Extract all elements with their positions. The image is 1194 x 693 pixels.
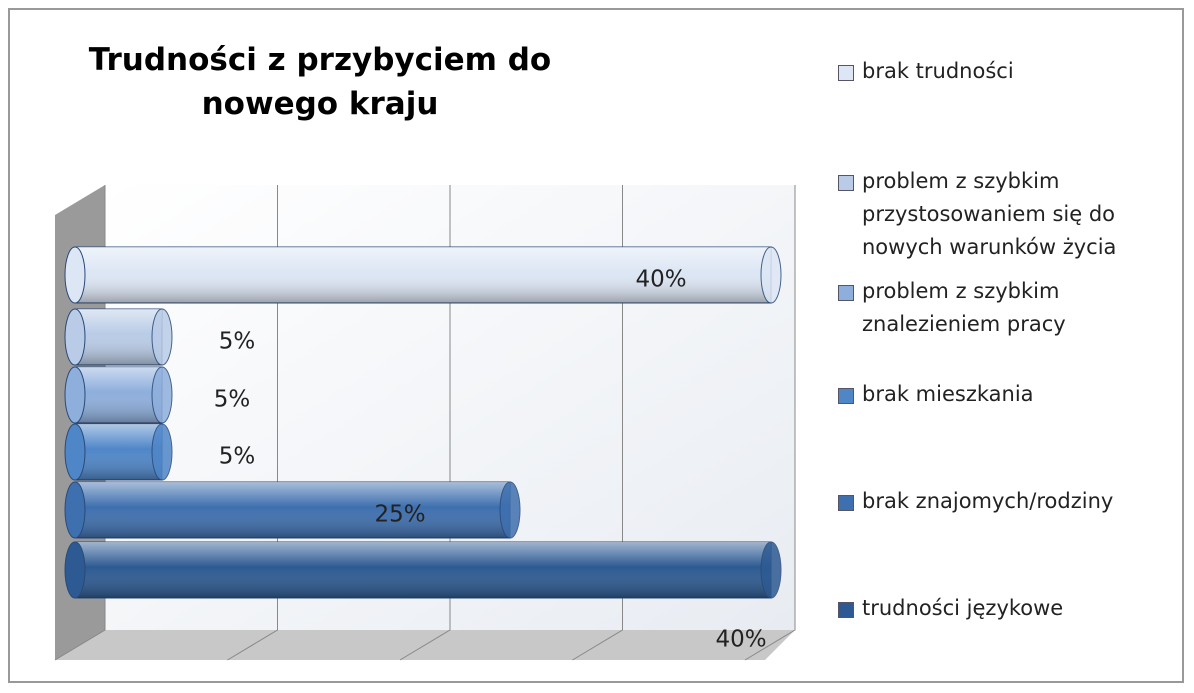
bar [64, 481, 521, 539]
bar-shine [75, 367, 162, 423]
legend-item: brak znajomych/rodziny [838, 485, 1192, 518]
value-label: 25% [374, 502, 425, 528]
bar-left-cap [64, 246, 86, 304]
bar [64, 366, 173, 424]
legend-swatch [838, 175, 854, 191]
value-label: 40% [635, 267, 686, 293]
bar-shine [75, 482, 510, 538]
bar-shine [75, 542, 771, 598]
value-label: 40% [715, 627, 766, 653]
bar-end-cap [760, 246, 782, 304]
bar [64, 423, 173, 481]
grid-line [572, 185, 623, 661]
legend-swatch [838, 388, 854, 404]
bar-shine [75, 247, 771, 303]
legend-item: problem z szybkim przystosowaniem się do… [838, 165, 1192, 264]
legend-item: trudności językowe [838, 592, 1192, 625]
grid-line [227, 185, 278, 661]
legend-label: brak znajomych/rodziny [862, 489, 1114, 513]
bar-end-cap [151, 308, 173, 366]
chart-frame [8, 8, 1184, 683]
bar-left-cap [64, 308, 86, 366]
bar [64, 541, 782, 599]
legend-label: problem z szybkim przystosowaniem się do… [862, 169, 1117, 259]
grid-line [744, 185, 796, 661]
grid-line [399, 185, 451, 661]
legend-swatch [838, 602, 854, 618]
bar-end-cap [151, 423, 173, 481]
legend-item: brak trudności [838, 55, 1192, 88]
value-label: 5% [219, 329, 256, 355]
bar-end-cap [760, 541, 782, 599]
bar [64, 308, 173, 366]
value-label: 5% [214, 387, 251, 413]
legend-swatch [838, 285, 854, 301]
bar-shine [75, 424, 162, 480]
legend-label: brak mieszkania [862, 382, 1034, 406]
bar [64, 246, 782, 304]
bar-shine [75, 309, 162, 365]
legend-swatch [838, 65, 854, 81]
legend-item: brak mieszkania [838, 378, 1192, 411]
legend-item: problem z szybkim znalezieniem pracy [838, 275, 1192, 341]
chart-title: Trudności z przybyciem do nowego kraju [88, 42, 552, 122]
legend-label: problem z szybkim znalezieniem pracy [862, 279, 1066, 336]
bar-left-cap [64, 423, 86, 481]
bar-end-cap [499, 481, 521, 539]
bar-left-cap [64, 366, 86, 424]
legend-label: trudności językowe [862, 596, 1064, 620]
value-label: 5% [219, 444, 256, 470]
bar-left-cap [64, 481, 86, 539]
legend-label: brak trudności [862, 59, 1014, 83]
bar-end-cap [151, 366, 173, 424]
bar-left-cap [64, 541, 86, 599]
legend-swatch [838, 495, 854, 511]
